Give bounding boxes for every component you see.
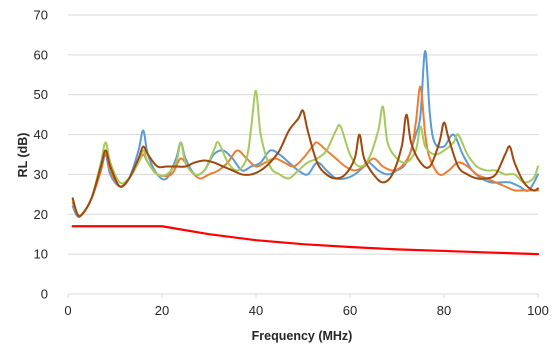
y-tick-label: 70	[34, 8, 48, 23]
x-tick-label: 0	[64, 303, 71, 318]
series-green-line	[71, 89, 539, 218]
x-tick-label: 100	[527, 303, 549, 318]
y-tick-label: 40	[34, 127, 48, 142]
y-tick-label: 60	[34, 47, 48, 62]
axes	[67, 293, 539, 298]
y-tick-label: 20	[34, 207, 48, 222]
y-tick-label: 10	[34, 247, 48, 262]
x-tick-label: 20	[155, 303, 169, 318]
y-tick-label: 0	[41, 287, 48, 302]
y-axis-title: RL (dB)	[16, 133, 30, 178]
series-brown-line	[71, 109, 539, 218]
series-lines	[71, 49, 540, 256]
tick-labels: 0 10 20 30 40 50 60 70 0 20 40 60 80 100	[34, 8, 549, 319]
x-tick-label: 60	[343, 303, 357, 318]
y-tick-label: 30	[34, 167, 48, 182]
x-tick-label: 80	[437, 303, 451, 318]
limit-line	[71, 225, 540, 256]
x-tick-label: 40	[249, 303, 263, 318]
series-blue-line	[71, 49, 539, 219]
y-tick-label: 50	[34, 87, 48, 102]
gridlines	[68, 14, 538, 255]
x-axis-title: Frequency (MHz)	[252, 329, 353, 343]
